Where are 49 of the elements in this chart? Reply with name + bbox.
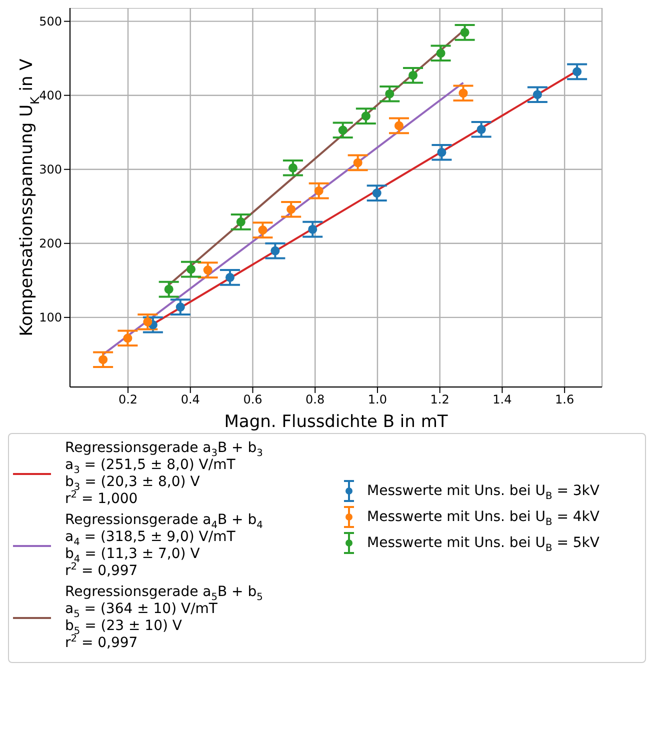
point (288, 163, 298, 172)
y-tick-label: 100 (39, 310, 62, 325)
legend-label: Messwerte mit Uns. bei U$_{B}$ = 4kV (367, 508, 600, 528)
legend-label: Messwerte mit Uns. bei U$_{B}$ = 3kV (367, 482, 600, 502)
point (436, 48, 446, 58)
point (236, 217, 246, 226)
point (176, 302, 185, 312)
point (408, 70, 418, 80)
y-tick-label: 400 (39, 88, 62, 103)
point (203, 266, 212, 275)
point (270, 246, 280, 256)
point (572, 67, 582, 76)
x-tick-label: 0.8 (306, 392, 325, 407)
x-tick-label: 1.2 (430, 392, 450, 407)
point (372, 188, 382, 198)
point (164, 284, 174, 294)
x-tick-label: 0.2 (118, 392, 138, 407)
point (437, 148, 446, 157)
point (286, 204, 296, 214)
point (385, 89, 394, 98)
point (123, 334, 132, 343)
x-tick-label: 1.0 (368, 392, 388, 407)
y-tick-label: 500 (39, 14, 62, 29)
y-tick-label: 300 (39, 162, 62, 177)
point (361, 112, 370, 121)
text: Regressionsgerade a$_{4}$B + b$_{4}$ a$_{4}$ = (318,5 ± 9,0) V/mT b$_{4}$ = (11,3 ± 7,0) V r$^{2}$ = 0,997 (65, 512, 263, 579)
point (532, 90, 542, 100)
x-tick-label: 1.4 (492, 392, 512, 407)
point (225, 272, 234, 282)
point (458, 88, 468, 98)
x-tick-label: 0.6 (243, 392, 262, 407)
x-tick-label: 0.4 (180, 392, 200, 407)
point (460, 28, 470, 37)
point (314, 186, 324, 196)
point (394, 121, 404, 130)
point (258, 226, 268, 235)
x-axis-title: Magn. Flussdichte B in mT (224, 412, 448, 432)
x-tick-label: 1.6 (555, 392, 574, 407)
point (476, 124, 486, 134)
point (143, 317, 152, 326)
y-tick-label: 200 (39, 236, 62, 251)
point (186, 264, 196, 274)
point (353, 158, 362, 168)
legend-label: Messwerte mit Uns. bei U$_{B}$ = 5kV (367, 534, 600, 554)
point (98, 355, 108, 364)
text: Regressionsgerade a$_{5}$B + b$_{5}$ a$_{5}$ = (364 ± 10) V/mT b$_{5}$ = (23 ± 10) V r$^{2}$ = 0,997 (65, 584, 263, 651)
point (308, 224, 318, 234)
text: Regressionsgerade a$_{3}$B + b$_{3}$ a$_{3}$ = (251,5 ± 8,0) V/mT b$_{3}$ = (20,3 ± 8,0) V r$^{2}$ = 1,000 (65, 440, 263, 507)
point (338, 126, 348, 135)
